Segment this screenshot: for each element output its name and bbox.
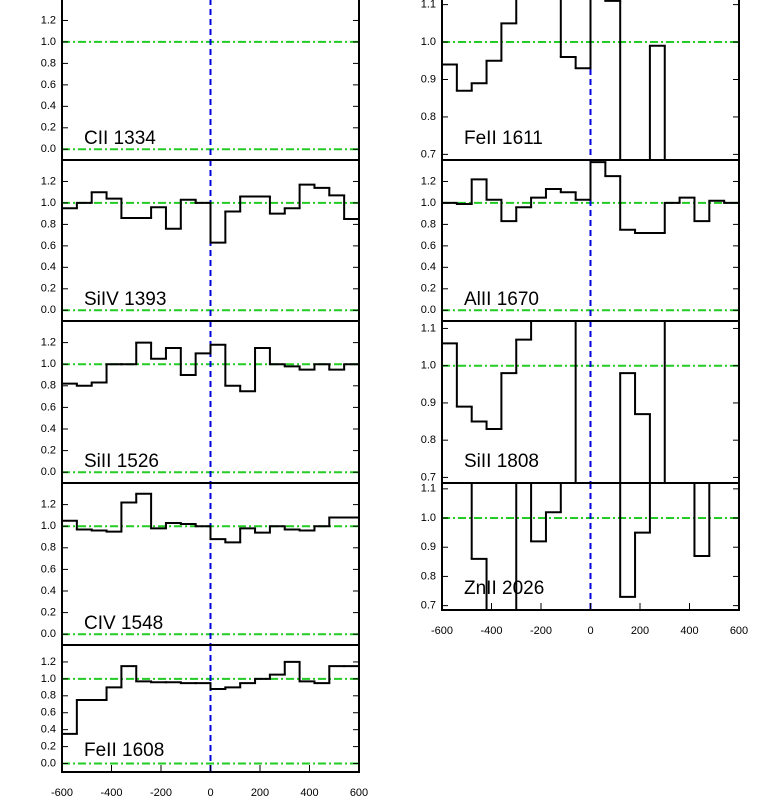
y-tick-label: 0.4 xyxy=(41,423,56,435)
y-tick-label: 0.4 xyxy=(41,585,56,597)
x-tick-label: -400 xyxy=(480,625,502,637)
y-tick-label: 0.2 xyxy=(41,445,56,457)
x-tick-label: 200 xyxy=(631,625,649,637)
panel-plot xyxy=(62,483,359,645)
y-tick-label: 0.4 xyxy=(41,261,56,273)
y-tick-label: 1.2 xyxy=(41,175,56,187)
x-tick-label: 200 xyxy=(251,787,269,799)
panel-plot xyxy=(62,321,359,483)
panel-plot xyxy=(442,160,739,321)
y-tick-label: 0.6 xyxy=(41,707,56,719)
y-tick-label: 1.2 xyxy=(41,656,56,668)
panel-label: SiII 1526 xyxy=(84,451,159,472)
y-tick-label: 0.8 xyxy=(421,111,436,123)
y-tick-label: 0.0 xyxy=(41,143,56,155)
y-tick-label: 1.1 xyxy=(421,483,436,495)
panel-label: SiII 1808 xyxy=(464,451,539,472)
y-tick-label: 0.4 xyxy=(41,724,56,736)
x-tick-label: 0 xyxy=(587,625,593,637)
panel-label: FeII 1608 xyxy=(84,740,164,761)
panel-label: SiIV 1393 xyxy=(84,289,166,310)
panel-label: FeII 1611 xyxy=(464,128,543,149)
x-tick-label: 600 xyxy=(730,625,748,637)
x-tick-label: 400 xyxy=(300,787,318,799)
x-tick-label: 600 xyxy=(350,787,368,799)
y-tick-label: 0.8 xyxy=(421,570,436,582)
y-tick-label: 0.7 xyxy=(421,471,436,483)
y-tick-label: 0.6 xyxy=(421,240,436,252)
y-tick-label: 0.6 xyxy=(41,563,56,575)
y-tick-label: 0.9 xyxy=(421,541,436,553)
panel-plot xyxy=(62,645,359,772)
y-tick-label: 0.0 xyxy=(421,304,436,316)
y-tick-label: 0.8 xyxy=(41,380,56,392)
y-tick-label: 0.9 xyxy=(421,73,436,85)
panel-plot xyxy=(62,0,359,160)
x-tick-label: -400 xyxy=(100,787,122,799)
x-tick-label: -200 xyxy=(150,787,172,799)
y-tick-label: 0.7 xyxy=(421,148,436,160)
y-tick-label: 1.2 xyxy=(41,14,56,26)
y-tick-label: 0.2 xyxy=(41,741,56,753)
panel-plot xyxy=(442,321,739,483)
panel-label: ZnII 2026 xyxy=(464,578,544,599)
y-tick-label: 1.0 xyxy=(41,36,56,48)
y-tick-label: 0.2 xyxy=(41,283,56,295)
y-tick-label: 0.2 xyxy=(41,122,56,134)
y-tick-label: 1.0 xyxy=(421,512,436,524)
y-tick-label: 1.1 xyxy=(421,322,436,334)
panel-plot xyxy=(442,0,739,160)
y-tick-label: 1.0 xyxy=(41,197,56,209)
x-tick-label: 0 xyxy=(207,787,213,799)
y-tick-label: 0.0 xyxy=(41,757,56,769)
y-tick-label: 1.0 xyxy=(421,360,436,372)
y-tick-label: 0.0 xyxy=(41,628,56,640)
y-tick-label: 1.2 xyxy=(41,499,56,511)
y-tick-label: 0.8 xyxy=(41,542,56,554)
y-tick-label: 1.0 xyxy=(41,673,56,685)
panel-label: AlII 1670 xyxy=(464,289,539,310)
y-tick-label: 0.6 xyxy=(41,401,56,413)
x-tick-label: -200 xyxy=(530,625,552,637)
y-tick-label: 0.4 xyxy=(421,261,436,273)
y-tick-label: 0.0 xyxy=(41,304,56,316)
y-tick-label: 0.2 xyxy=(421,283,436,295)
y-tick-label: 0.8 xyxy=(41,690,56,702)
y-tick-label: 1.0 xyxy=(41,358,56,370)
y-tick-label: 0.8 xyxy=(41,218,56,230)
x-tick-label: 400 xyxy=(680,625,698,637)
y-tick-label: 0.9 xyxy=(421,397,436,409)
y-tick-label: 0.4 xyxy=(41,100,56,112)
y-tick-label: 0.6 xyxy=(41,240,56,252)
y-tick-label: 1.0 xyxy=(421,197,436,209)
y-tick-label: 0.6 xyxy=(41,79,56,91)
panel-label: CIV 1548 xyxy=(84,613,163,634)
y-tick-label: 1.1 xyxy=(421,0,436,11)
panel-plot xyxy=(62,160,359,321)
y-tick-label: 0.8 xyxy=(421,434,436,446)
panel-label: CII 1334 xyxy=(84,128,156,149)
y-tick-label: 1.0 xyxy=(41,520,56,532)
y-tick-label: 0.2 xyxy=(41,607,56,619)
panel-plot xyxy=(442,483,739,610)
y-tick-label: 0.7 xyxy=(421,600,436,612)
y-tick-label: 1.2 xyxy=(421,175,436,187)
x-tick-label: -600 xyxy=(431,625,453,637)
x-tick-label: -600 xyxy=(51,787,73,799)
y-tick-label: 1.2 xyxy=(41,337,56,349)
y-tick-label: 0.8 xyxy=(421,218,436,230)
y-tick-label: 0.0 xyxy=(41,466,56,478)
y-tick-label: 0.8 xyxy=(41,57,56,69)
y-tick-label: 1.0 xyxy=(421,36,436,48)
